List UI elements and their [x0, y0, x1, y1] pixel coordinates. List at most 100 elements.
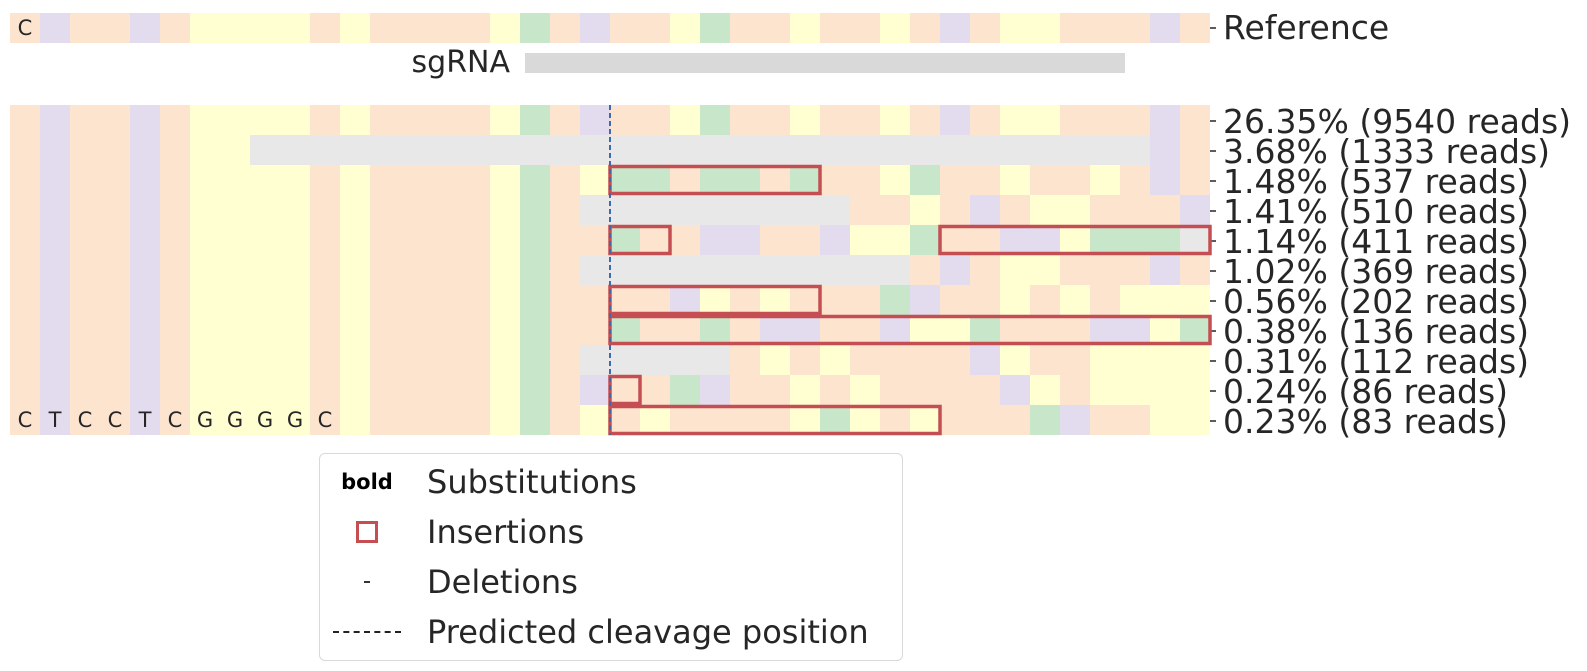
allele-cell [1030, 165, 1060, 195]
allele-cell [760, 105, 790, 135]
reference-cell [730, 13, 760, 43]
insertion-box [608, 224, 672, 256]
allele-cell [910, 285, 940, 315]
allele-cell [250, 285, 280, 315]
allele-cell [130, 165, 160, 195]
reference-cell [160, 13, 190, 43]
allele-cell [610, 105, 640, 135]
allele-cell [310, 255, 340, 285]
allele-frequency-label: 1.14% (411 reads) [1223, 222, 1529, 261]
allele-cell [340, 405, 370, 435]
reference-cell [460, 13, 490, 43]
allele-cell [880, 405, 910, 435]
allele-cell [730, 255, 760, 285]
allele-cell [460, 345, 490, 375]
allele-nucleotide-letter: C [78, 408, 93, 432]
allele-cell [100, 105, 130, 135]
allele-cell [40, 255, 70, 285]
allele-cell [70, 405, 100, 435]
allele-cell [940, 165, 970, 195]
allele-cell [1060, 195, 1090, 225]
allele-cell [850, 345, 880, 375]
allele-cell [790, 345, 820, 375]
allele-cell [580, 135, 610, 165]
allele-cell [40, 135, 70, 165]
reference-first-letter: C [18, 16, 33, 40]
allele-cell [1060, 285, 1090, 315]
allele-cell [550, 285, 580, 315]
allele-cell [580, 105, 610, 135]
allele-cell [670, 135, 700, 165]
allele-cell [1000, 195, 1030, 225]
allele-cell [1030, 225, 1060, 255]
allele-cell [160, 315, 190, 345]
allele-cell [1030, 195, 1060, 225]
reference-cell [910, 13, 940, 43]
allele-cell [790, 405, 820, 435]
allele-cell [1060, 255, 1090, 285]
allele-cell [670, 225, 700, 255]
allele-cell [760, 375, 790, 405]
allele-cell [160, 255, 190, 285]
allele-cell [790, 315, 820, 345]
allele-cell [1060, 375, 1090, 405]
allele-cell [490, 285, 520, 315]
allele-cell [1000, 105, 1030, 135]
legend-insertions: Insertions [320, 508, 902, 556]
reference-cell [640, 13, 670, 43]
allele-cell [850, 135, 880, 165]
allele-cell [400, 255, 430, 285]
allele-cell [970, 165, 1000, 195]
allele-cell [460, 195, 490, 225]
allele-cell [880, 285, 910, 315]
allele-cell [40, 375, 70, 405]
allele-cell [820, 315, 850, 345]
allele-cell [520, 405, 550, 435]
allele-cell [310, 375, 340, 405]
allele-cell [370, 405, 400, 435]
allele-cell [700, 255, 730, 285]
allele-cell [160, 405, 190, 435]
allele-cell [850, 375, 880, 405]
allele-cell [520, 195, 550, 225]
allele-cell [100, 285, 130, 315]
allele-cell [490, 375, 520, 405]
allele-cell [1180, 165, 1210, 195]
reference-cell [40, 13, 70, 43]
allele-cell [190, 315, 220, 345]
allele-cell [280, 165, 310, 195]
allele-cell [700, 285, 730, 315]
allele-cell [430, 225, 460, 255]
allele-cell [1180, 345, 1210, 375]
allele-cell [490, 255, 520, 285]
allele-cell [910, 195, 940, 225]
allele-cell [10, 165, 40, 195]
allele-cell [820, 105, 850, 135]
allele-cell [790, 195, 820, 225]
allele-cell [1090, 345, 1120, 375]
allele-cell [880, 345, 910, 375]
allele-cell [400, 375, 430, 405]
allele-cell [430, 285, 460, 315]
allele-frequency-label: 1.48% (537 reads) [1223, 162, 1529, 201]
allele-cell [100, 195, 130, 225]
allele-cell [280, 105, 310, 135]
allele-cell [40, 225, 70, 255]
allele-cell [490, 315, 520, 345]
allele-cell [10, 405, 40, 435]
allele-cell [400, 105, 430, 135]
allele-cell [10, 375, 40, 405]
allele-cell [730, 195, 760, 225]
allele-cell [520, 225, 550, 255]
allele-cell [1150, 375, 1180, 405]
allele-cell [280, 405, 310, 435]
allele-cell [1150, 345, 1180, 375]
allele-cell [1180, 225, 1210, 255]
allele-cell [550, 255, 580, 285]
allele-cell [70, 315, 100, 345]
sgrna-bar [525, 53, 1125, 73]
allele-cell [280, 285, 310, 315]
allele-cell [730, 315, 760, 345]
allele-cell [160, 105, 190, 135]
allele-cell [280, 135, 310, 165]
